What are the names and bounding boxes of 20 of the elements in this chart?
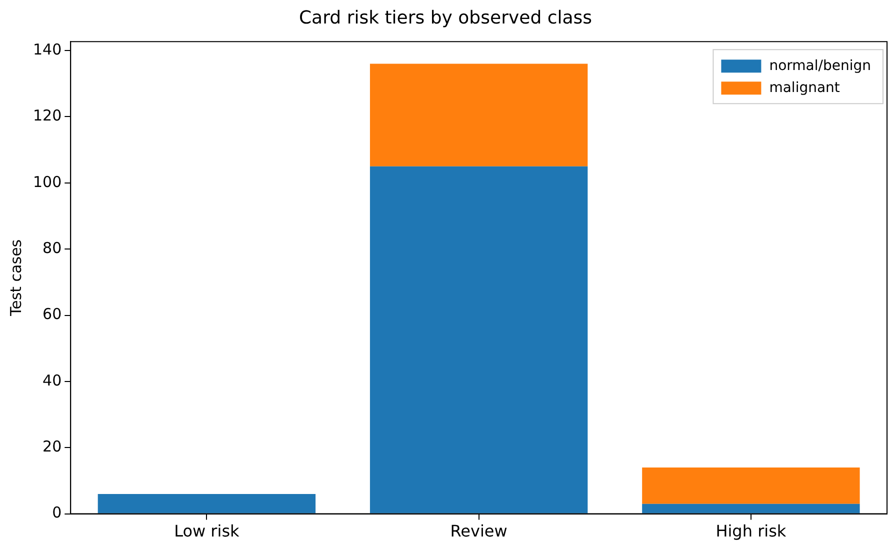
y-tick-label: 80 — [42, 238, 62, 257]
y-axis-title: Test cases — [6, 239, 25, 318]
y-tick-label: 120 — [32, 106, 62, 125]
bar — [642, 467, 860, 504]
x-tick-label: High risk — [716, 522, 787, 541]
legend-label: malignant — [769, 80, 840, 96]
x-tick-label: Low risk — [174, 522, 240, 541]
bar — [370, 64, 588, 166]
y-tick-label: 40 — [42, 371, 62, 390]
y-tick-label: 100 — [32, 172, 62, 191]
y-tick-label: 0 — [52, 504, 62, 522]
chart-title: Card risk tiers by observed class — [298, 7, 592, 28]
y-tick-label: 140 — [32, 40, 62, 58]
bar — [98, 494, 316, 514]
bar — [370, 166, 588, 514]
y-tick-label: 60 — [42, 305, 62, 324]
x-tick-label: Review — [450, 522, 508, 541]
bar — [642, 504, 860, 514]
y-tick-label: 20 — [42, 438, 62, 456]
legend-label: normal/benign — [769, 58, 872, 74]
